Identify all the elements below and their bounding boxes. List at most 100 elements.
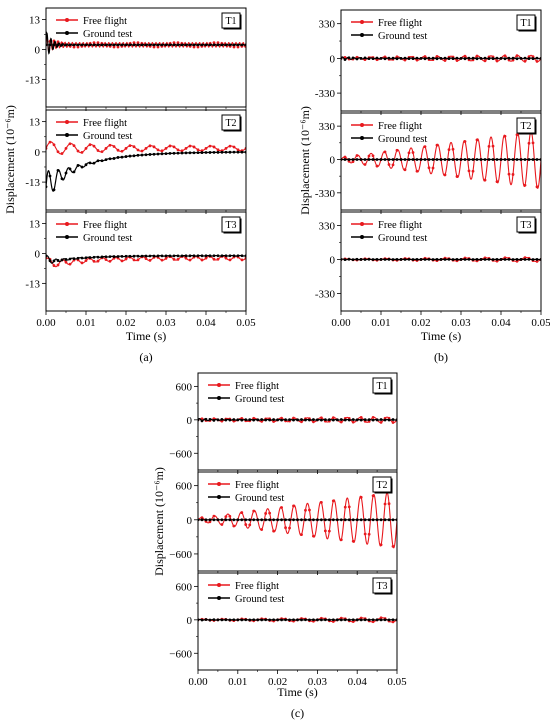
data-point [383, 258, 387, 261]
data-point [272, 529, 276, 533]
data-point [459, 258, 463, 261]
data-point [455, 56, 459, 60]
data-point [387, 158, 391, 161]
data-point [224, 150, 228, 154]
data-point [463, 57, 467, 61]
data-point [56, 259, 60, 262]
data-point [172, 41, 176, 45]
data-point [152, 43, 156, 47]
data-point [216, 148, 220, 152]
data-point [68, 43, 72, 47]
data-point [68, 142, 72, 146]
data-point [128, 144, 132, 148]
data-point [355, 158, 359, 161]
data-point [439, 57, 443, 60]
data-point [523, 183, 527, 187]
data-point [379, 618, 383, 622]
data-point [132, 254, 136, 258]
legend-marker [360, 136, 364, 140]
data-point [491, 258, 495, 261]
data-point [447, 148, 451, 152]
data-point [256, 518, 260, 522]
data-point [391, 163, 395, 167]
data-point [527, 57, 531, 60]
data-point [379, 518, 383, 522]
data-point [136, 258, 140, 262]
data-point [192, 43, 196, 47]
data-point [523, 258, 527, 261]
data-point [527, 55, 531, 59]
data-point [415, 158, 419, 161]
data-point [160, 152, 164, 156]
data-point [391, 620, 395, 624]
x-tick-label: 0.05 [387, 676, 407, 688]
data-point [208, 418, 212, 421]
data-point [132, 145, 136, 149]
data-point [391, 258, 395, 261]
data-point [375, 164, 379, 168]
data-point [220, 150, 224, 154]
data-point [188, 258, 192, 262]
data-point [216, 254, 220, 258]
panel-frame [45, 7, 247, 108]
data-point [387, 163, 391, 166]
data-point [411, 258, 415, 261]
legend-marker [65, 235, 69, 239]
data-point [240, 254, 244, 258]
data-point [443, 173, 447, 177]
data-point [391, 418, 395, 421]
data-point [248, 418, 252, 422]
data-point [216, 43, 220, 47]
data-point [212, 518, 216, 522]
x-tick-label: 0.00 [36, 317, 56, 329]
data-point [164, 43, 168, 47]
data-point [331, 618, 335, 622]
y-tick-label: 13 [29, 117, 41, 129]
data-point [379, 420, 383, 424]
data-point [196, 151, 200, 155]
data-point [156, 43, 160, 47]
data-point [212, 41, 216, 45]
legend-marker [360, 20, 364, 24]
data-point [343, 58, 347, 61]
data-point [308, 518, 311, 522]
legend-label: Free flight [235, 381, 279, 392]
data-point [192, 151, 196, 155]
data-point [240, 511, 244, 514]
x-tick-label: 0.05 [531, 317, 550, 329]
data-point [483, 258, 487, 261]
data-point [136, 148, 140, 152]
data-point [363, 258, 367, 261]
data-point [359, 518, 363, 522]
data-point [220, 518, 224, 522]
data-point [527, 141, 531, 145]
x-tick-label: 0.04 [348, 676, 368, 688]
data-point [108, 259, 112, 263]
data-point [359, 158, 363, 161]
data-point [347, 418, 351, 422]
data-point [483, 178, 487, 182]
data-point [323, 418, 327, 422]
data-point [108, 255, 112, 259]
y-tick-label: 600 [176, 581, 193, 593]
data-point [487, 145, 491, 148]
data-point [371, 258, 375, 261]
data-point [216, 257, 220, 261]
data-point [403, 56, 407, 60]
data-point [383, 150, 387, 154]
data-point [196, 43, 200, 47]
data-point [260, 618, 264, 622]
data-point [232, 45, 236, 49]
y-tick-label: 0 [35, 44, 41, 56]
data-point [339, 518, 343, 522]
data-point [116, 255, 120, 258]
data-point [343, 505, 347, 509]
data-point [100, 255, 104, 259]
data-point [387, 502, 391, 506]
data-point [236, 418, 240, 422]
data-point [375, 618, 379, 622]
data-point [451, 57, 455, 60]
data-point [379, 616, 383, 620]
panel-t1: 13 0 -13 Free flight Ground test T1 [25, 7, 247, 111]
x-tick-label: 0.03 [451, 317, 471, 329]
